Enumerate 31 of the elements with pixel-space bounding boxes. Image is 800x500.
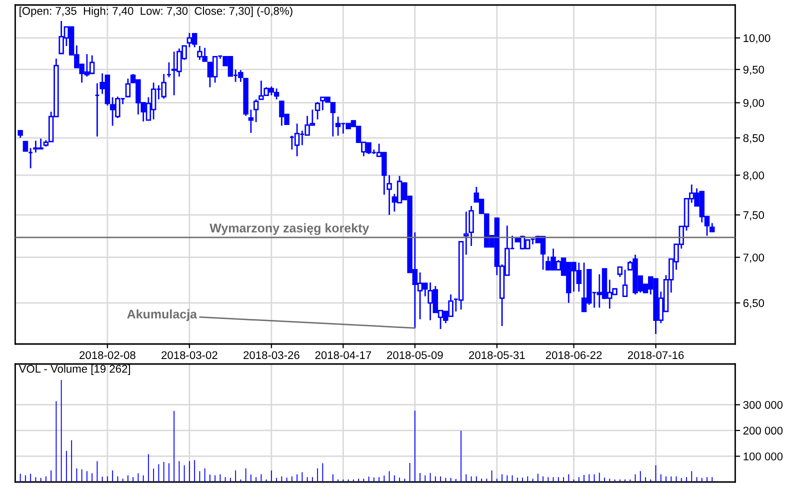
annotation: Akumulacja [127,309,198,322]
y-tick-label: 200 000 [743,426,783,435]
x-tick-label: 2018-03-26 [244,351,300,360]
x-tick-label: 2018-04-17 [315,351,372,360]
y-tick-label: 9,50 [743,66,764,75]
chart-title: [Open: 7,35 High: 7,40 Low: 7,30 Close: 7,30] (-0,8%) [20,6,292,18]
candlestick [617,266,623,278]
x-tick-label: 2018-05-31 [469,351,525,360]
candlestick [314,101,320,120]
x-tick-label: 2018-05-09 [387,351,443,360]
y-tick-label: 10,00 [744,34,770,44]
x-tick-label: 2018-03-02 [162,351,218,360]
chart-title: VOL - Volume [19 262] [18,364,130,375]
ref-line-label: Wymarzony zasięg korekty [210,223,370,235]
candlestick [161,73,166,100]
x-tick-label: 2018-06-22 [546,351,602,360]
candlestick [335,116,341,136]
x-tick-label: 2018-02-08 [80,351,136,360]
y-tick-label: 8,00 [743,171,764,181]
y-tick-label: 6,50 [743,299,764,308]
y-tick-label: 300 000 [743,400,783,409]
y-tick-label: 9,00 [743,99,764,108]
y-tick-label: 8,50 [743,134,764,144]
y-tick-label: 100 000 [744,452,783,460]
y-tick-label: 7,50 [743,211,764,220]
candlestick [294,122,300,157]
candlestick [253,98,259,123]
x-tick-label: 2018-07-16 [628,351,684,360]
y-tick-label: 7,00 [743,254,764,263]
candlestick [22,140,28,152]
candlestick [622,269,628,298]
